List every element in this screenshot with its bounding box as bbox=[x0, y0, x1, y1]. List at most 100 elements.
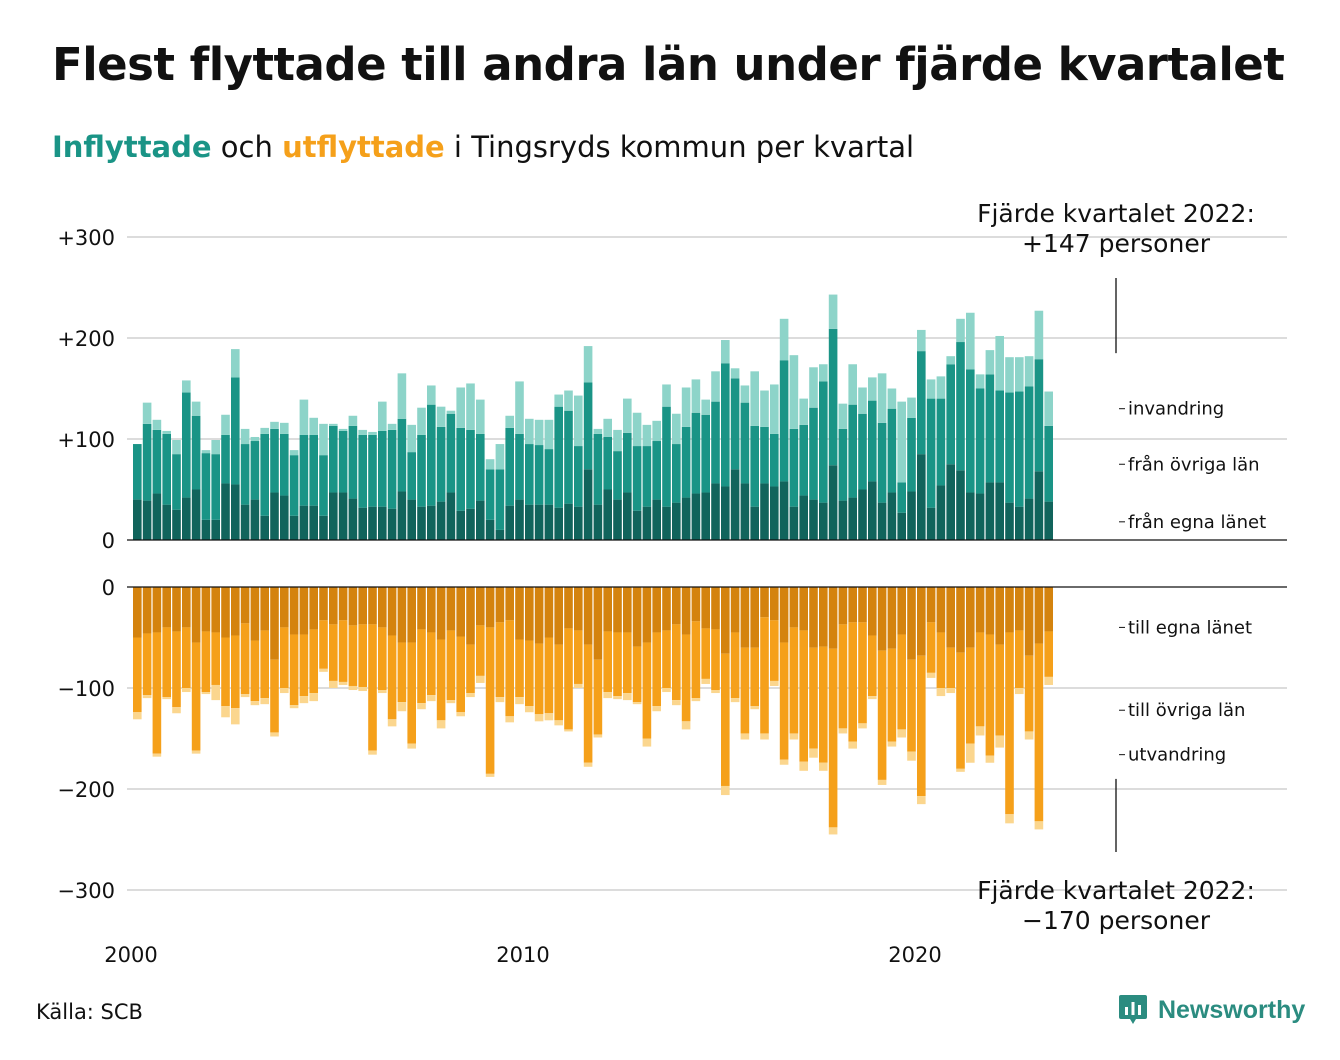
bar-in-own bbox=[789, 506, 799, 540]
bar-out-own bbox=[574, 587, 583, 631]
bar-in-own bbox=[495, 529, 505, 540]
bar-in-own bbox=[525, 504, 534, 540]
bar-out-own bbox=[926, 587, 936, 623]
bar-in-own bbox=[721, 486, 730, 540]
bar-out-other bbox=[397, 642, 407, 703]
bar-out-emigration bbox=[603, 692, 612, 699]
bar-out-own bbox=[799, 587, 808, 631]
bar-in-own bbox=[838, 500, 848, 540]
bar-out-other bbox=[554, 644, 563, 721]
bar-out-own bbox=[427, 587, 436, 633]
y-tick-top: +300 bbox=[57, 226, 115, 250]
bar-out-other bbox=[985, 634, 995, 756]
subtitle-utflyttade: utflyttade bbox=[282, 130, 445, 164]
bar-in-other bbox=[201, 453, 211, 520]
bar-in-other bbox=[456, 427, 465, 511]
bar-out-own bbox=[358, 587, 367, 625]
bar-in-own bbox=[985, 482, 995, 540]
bar-out-emigration bbox=[299, 696, 309, 704]
bar-in-own bbox=[319, 515, 328, 540]
bar-out-own bbox=[338, 587, 348, 621]
bar-in-immigration bbox=[1005, 357, 1014, 393]
bar-in-immigration bbox=[809, 367, 818, 408]
bar-out-other bbox=[368, 624, 377, 751]
chart-title: Flest flyttade till andra län under fjär… bbox=[52, 38, 1285, 91]
bar-out-other bbox=[1034, 643, 1044, 822]
bar-out-emigration bbox=[476, 675, 485, 683]
bar-out-other bbox=[436, 639, 446, 721]
bar-out-own bbox=[975, 587, 985, 633]
bar-out-own bbox=[525, 587, 534, 641]
bar-out-emigration bbox=[917, 796, 926, 805]
bar-out-own bbox=[476, 587, 485, 626]
bar-in-other bbox=[760, 426, 769, 484]
bar-out-emigration bbox=[338, 681, 348, 685]
bar-out-emigration bbox=[838, 728, 848, 734]
bar-in-other bbox=[583, 382, 593, 470]
bar-out-other bbox=[495, 622, 505, 698]
bar-in-other bbox=[730, 378, 740, 470]
bar-out-own bbox=[858, 587, 867, 623]
bar-in-immigration bbox=[623, 398, 632, 433]
bar-out-own bbox=[711, 587, 720, 630]
bar-out-emigration bbox=[240, 694, 250, 698]
newsworthy-logo-text: Newsworthy bbox=[1158, 995, 1306, 1024]
bar-out-emigration bbox=[799, 761, 808, 771]
bar-in-own bbox=[907, 491, 916, 540]
bar-in-other bbox=[632, 446, 642, 511]
bar-in-immigration bbox=[427, 385, 436, 405]
bar-out-emigration bbox=[936, 688, 946, 697]
bar-out-own bbox=[828, 587, 838, 649]
bar-in-other bbox=[397, 418, 407, 492]
bar-in-immigration bbox=[152, 419, 162, 430]
bar-in-own bbox=[730, 469, 740, 540]
bar-out-other bbox=[652, 632, 661, 707]
bar-in-other bbox=[721, 363, 730, 487]
bar-in-own bbox=[250, 499, 260, 540]
bar-out-own bbox=[652, 587, 661, 633]
bar-out-other bbox=[172, 631, 181, 708]
bar-in-own bbox=[662, 506, 671, 540]
bar-out-emigration bbox=[142, 695, 152, 699]
bar-in-other bbox=[250, 441, 260, 500]
bar-out-other bbox=[897, 634, 906, 730]
bar-out-own bbox=[603, 587, 612, 632]
annotation-top-line2: +147 personer bbox=[1022, 229, 1211, 258]
bar-in-other bbox=[985, 374, 995, 483]
bar-out-other bbox=[260, 630, 269, 699]
bar-in-immigration bbox=[887, 388, 897, 409]
bar-out-emigration bbox=[368, 750, 377, 755]
bar-in-own bbox=[701, 492, 710, 540]
bar-in-other bbox=[1015, 391, 1024, 507]
bar-in-other bbox=[623, 432, 632, 493]
bar-out-emigration bbox=[613, 696, 622, 700]
bar-out-emigration bbox=[985, 755, 995, 763]
bar-out-emigration bbox=[525, 706, 534, 713]
bar-out-other bbox=[672, 624, 681, 701]
bar-out-other bbox=[721, 653, 730, 786]
bar-in-immigration bbox=[554, 394, 563, 407]
y-tick-bottom: 0 bbox=[102, 576, 115, 600]
bar-out-emigration bbox=[819, 762, 828, 771]
bar-in-own bbox=[1024, 498, 1034, 540]
bar-out-other bbox=[613, 632, 622, 697]
bar-in-immigration bbox=[211, 440, 220, 455]
bar-out-other bbox=[750, 647, 759, 707]
bar-in-other bbox=[407, 452, 416, 500]
bar-out-own bbox=[750, 587, 759, 648]
bar-in-own bbox=[828, 465, 838, 540]
bar-in-own bbox=[711, 483, 720, 540]
bar-out-own bbox=[681, 587, 691, 635]
bar-out-own bbox=[182, 587, 191, 628]
bar-in-immigration bbox=[289, 450, 299, 456]
bar-out-own bbox=[348, 587, 358, 626]
y-tick-top: 0 bbox=[102, 529, 115, 553]
bar-in-other bbox=[211, 454, 220, 520]
bar-out-emigration bbox=[250, 701, 260, 706]
bar-out-own bbox=[299, 587, 309, 635]
bar-out-other bbox=[250, 640, 260, 702]
migration-chart: +300 +200 +100 0 0 −100 −200 −300 2000 2010 2020 in… bbox=[57, 199, 1287, 967]
annotation-top-line1: Fjärde kvartalet 2022: bbox=[977, 199, 1255, 228]
bar-in-immigration bbox=[172, 440, 181, 455]
bar-in-own bbox=[417, 506, 426, 540]
